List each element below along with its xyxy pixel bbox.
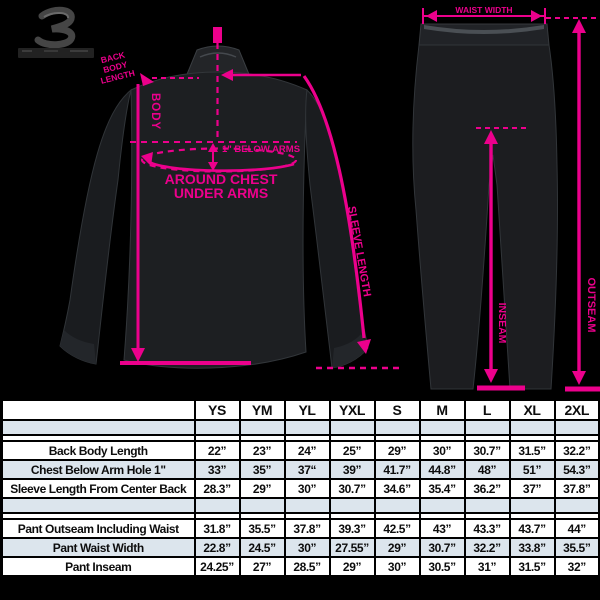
- chest-label-2: UNDER ARMS: [174, 185, 268, 201]
- pants-measurements: WAIST WIDTH OUTSEAM INSEAM: [422, 5, 600, 392]
- header-empty-cell: [0, 398, 196, 421]
- gap-row: [0, 512, 600, 520]
- table-row-sleeve-length: Sleeve Length From Center Back 28.3” 29”…: [0, 478, 600, 499]
- table-row-pant-inseam: Pant Inseam 24.25” 27” 28.5” 29” 30” 30.…: [0, 556, 600, 578]
- size-col-2xl: 2XL: [553, 398, 600, 421]
- pants-silhouette: [412, 23, 559, 390]
- size-col-ym: YM: [238, 398, 286, 421]
- size-col-yl: YL: [283, 398, 331, 421]
- neck-point-arrowhead: [140, 73, 154, 86]
- svg-text:OUTSEAM: OUTSEAM: [585, 278, 597, 333]
- chest-label-1: AROUND CHEST: [165, 171, 278, 187]
- size-col-m: M: [418, 398, 466, 421]
- brand-logo-icon: [34, 6, 76, 49]
- svg-text:INSEAM: INSEAM: [496, 303, 508, 344]
- body-axis-label: BODY: [149, 93, 161, 130]
- outseam-axis-label: OUTSEAM: [585, 278, 597, 333]
- table-row-back-body-length: Back Body Length 22” 23” 24” 25” 29” 30”…: [0, 440, 600, 461]
- neck-point-label: BACK BODY LENGTH: [100, 49, 136, 86]
- spacer-row: [0, 419, 600, 436]
- brand-logo: [18, 6, 94, 58]
- size-chart-table: YS YM YL YXL S M L XL 2XL Back Body Leng…: [0, 398, 600, 578]
- table-row-pant-outseam: Pant Outseam Including Waist 31.8” 35.5”…: [0, 518, 600, 539]
- size-table-section: YS YM YL YXL S M L XL 2XL Back Body Leng…: [0, 398, 600, 578]
- svg-text:BODY: BODY: [149, 93, 161, 130]
- sleeve-length-arrowhead: [357, 339, 371, 354]
- gap-row: [0, 434, 600, 442]
- brand-logo-wordmark: [18, 48, 94, 58]
- jacket-silhouette: [59, 45, 369, 369]
- size-header-row: YS YM YL YXL S M L XL 2XL: [0, 398, 600, 421]
- size-col-ys: YS: [193, 398, 241, 421]
- size-col-yxl: YXL: [328, 398, 376, 421]
- inseam-axis-label: INSEAM: [496, 303, 508, 344]
- waist-width-label: WAIST WIDTH: [455, 5, 512, 15]
- size-col-l: L: [463, 398, 511, 421]
- collar-top-marker: [213, 27, 222, 43]
- chest-arc-solid: [147, 159, 295, 172]
- chest-arc-arrowhead: [141, 152, 153, 166]
- measurement-diagram: BACK BODY LENGTH BODY: [18, 5, 600, 392]
- body-length-arrowhead: [131, 348, 145, 362]
- shoulder-arrowhead: [221, 69, 233, 81]
- diagram-svg: BACK BODY LENGTH BODY: [18, 5, 600, 392]
- table-row-pant-waist-width: Pant Waist Width 22.8” 24.5” 30” 27.55” …: [0, 537, 600, 558]
- sleeve-length-line: [302, 75, 366, 339]
- size-col-s: S: [373, 398, 421, 421]
- size-col-xl: XL: [508, 398, 556, 421]
- table-row-chest-below-armhole: Chest Below Arm Hole 1" 33” 35” 37“ 39” …: [0, 459, 600, 480]
- spacer-row: [0, 497, 600, 514]
